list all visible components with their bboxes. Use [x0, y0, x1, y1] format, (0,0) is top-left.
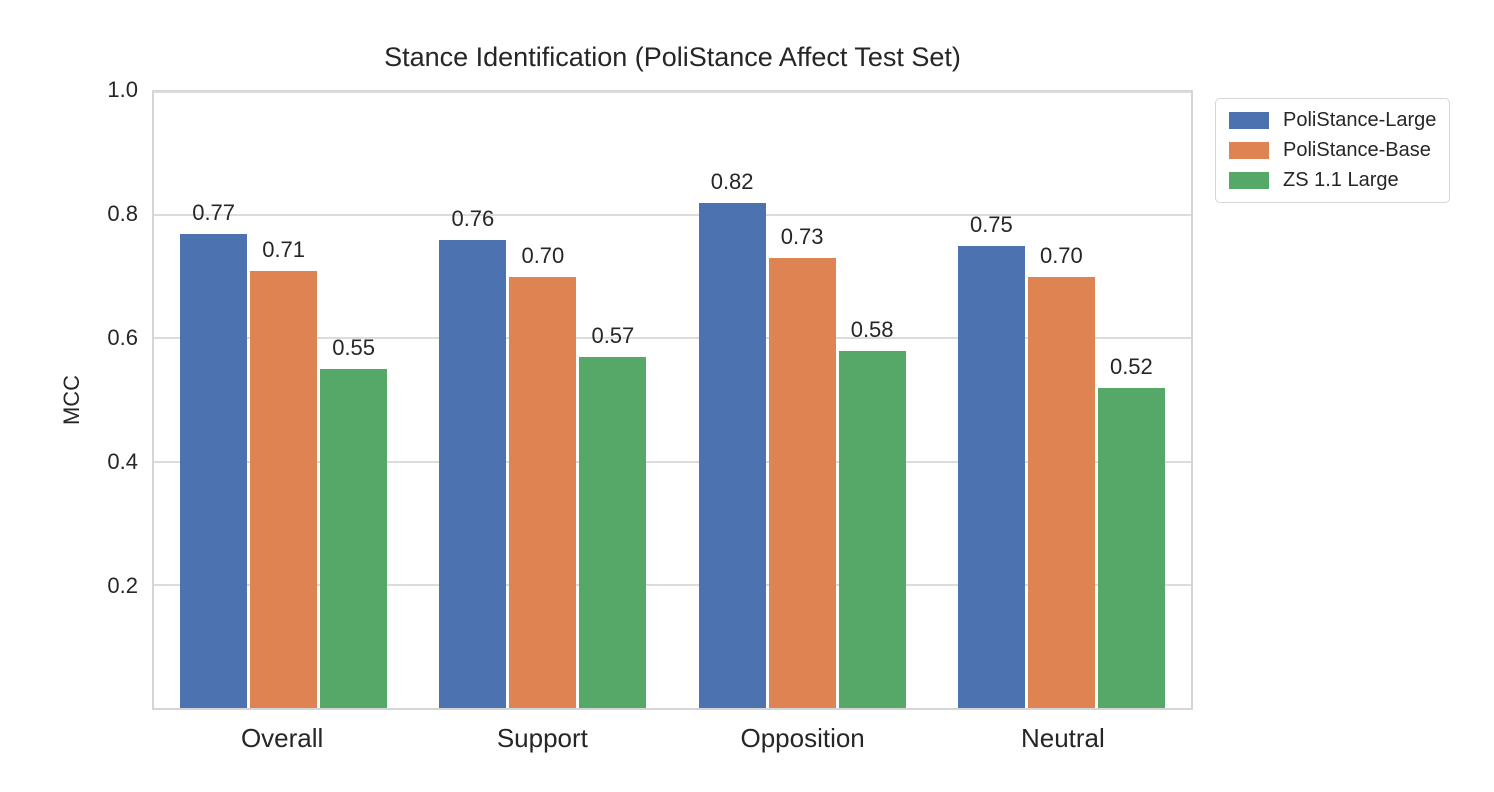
- bar-group: 0.76 0.70 0.57: [413, 92, 672, 708]
- y-tick-label: 0.8: [107, 201, 138, 226]
- bar-column: 0.70: [509, 92, 577, 708]
- bar-column: 0.52: [1097, 92, 1165, 708]
- legend-label: ZS 1.1 Large: [1283, 169, 1399, 191]
- bar-value-label: 0.70: [521, 242, 565, 268]
- bar: [439, 239, 507, 708]
- chart-title: Stance Identification (PoliStance Affect…: [384, 42, 961, 72]
- bar-column: 0.73: [768, 92, 836, 708]
- bar-column: 0.58: [838, 92, 906, 708]
- legend-label: PoliStance-Large: [1283, 109, 1437, 131]
- bar-value-label: 0.57: [591, 322, 635, 348]
- bar-groups: 0.77 0.71 0.55 0.76 0.70 0.57 0.82 0.73 0.58 0.75…: [154, 92, 1191, 708]
- bar: [320, 369, 388, 708]
- bar-column: 0.55: [320, 92, 388, 708]
- y-axis-label: MCC: [59, 374, 85, 426]
- y-axis-label-wrap: MCC: [56, 90, 88, 710]
- legend-label: PoliStance-Base: [1283, 139, 1431, 161]
- gridline: [154, 583, 1191, 586]
- bar-value-label: 0.76: [451, 205, 495, 231]
- bar-column: 0.57: [579, 92, 647, 708]
- bar-value-label: 0.71: [262, 236, 306, 262]
- legend-item: ZS 1.1 Large: [1229, 169, 1436, 192]
- bar-column: 0.70: [1027, 92, 1095, 708]
- bar-column: 0.77: [180, 92, 248, 708]
- y-tick-label: 0.6: [107, 325, 138, 350]
- bar-column: 0.71: [250, 92, 318, 708]
- gridline: [154, 337, 1191, 340]
- gridline: [154, 91, 1191, 93]
- bar-group: 0.77 0.71 0.55: [154, 92, 413, 708]
- bar-group: 0.75 0.70 0.52: [932, 92, 1191, 708]
- y-tick-label: 1.0: [107, 77, 138, 102]
- bar-value-label: 0.82: [710, 168, 754, 194]
- bar-value-label: 0.73: [780, 224, 824, 250]
- bar-value-label: 0.58: [850, 316, 894, 342]
- bar-value-label: 0.77: [192, 199, 236, 225]
- x-tick-label: Overall: [240, 723, 324, 753]
- x-tick-label: Neutral: [1020, 723, 1105, 753]
- bar-group: 0.82 0.73 0.58: [673, 92, 932, 708]
- bar: [768, 258, 836, 708]
- bar: [698, 202, 766, 708]
- bar: [250, 270, 318, 708]
- y-tick-label: 0.4: [107, 449, 138, 474]
- gridline: [154, 460, 1191, 463]
- legend: PoliStance-Large PoliStance-Base ZS 1.1 La…: [1215, 98, 1451, 203]
- gridline: [154, 214, 1191, 217]
- bar-value-label: 0.70: [1039, 242, 1083, 268]
- bar: [180, 233, 248, 708]
- bar-value-label: 0.52: [1109, 353, 1153, 379]
- x-tick-label: Opposition: [740, 723, 865, 753]
- bar-value-label: 0.55: [332, 335, 376, 361]
- plot-area: 0.77 0.71 0.55 0.76 0.70 0.57 0.82 0.73 0.58 0.75…: [152, 90, 1193, 710]
- legend-swatch: [1229, 142, 1269, 159]
- bar-column: 0.76: [439, 92, 507, 708]
- legend-item: PoliStance-Large: [1229, 109, 1436, 132]
- legend-item: PoliStance-Base: [1229, 139, 1436, 162]
- bar: [1097, 387, 1165, 708]
- bar: [1027, 276, 1095, 708]
- bar-column: 0.75: [957, 92, 1025, 708]
- bar-column: 0.82: [698, 92, 766, 708]
- legend-swatch: [1229, 112, 1269, 129]
- bar: [957, 246, 1025, 708]
- x-tick-label: Support: [496, 723, 588, 753]
- bar: [579, 356, 647, 708]
- bar-value-label: 0.75: [969, 212, 1013, 237]
- legend-swatch: [1229, 172, 1269, 189]
- y-tick-label: 0.2: [107, 573, 138, 598]
- bar: [509, 276, 577, 708]
- bar: [838, 350, 906, 708]
